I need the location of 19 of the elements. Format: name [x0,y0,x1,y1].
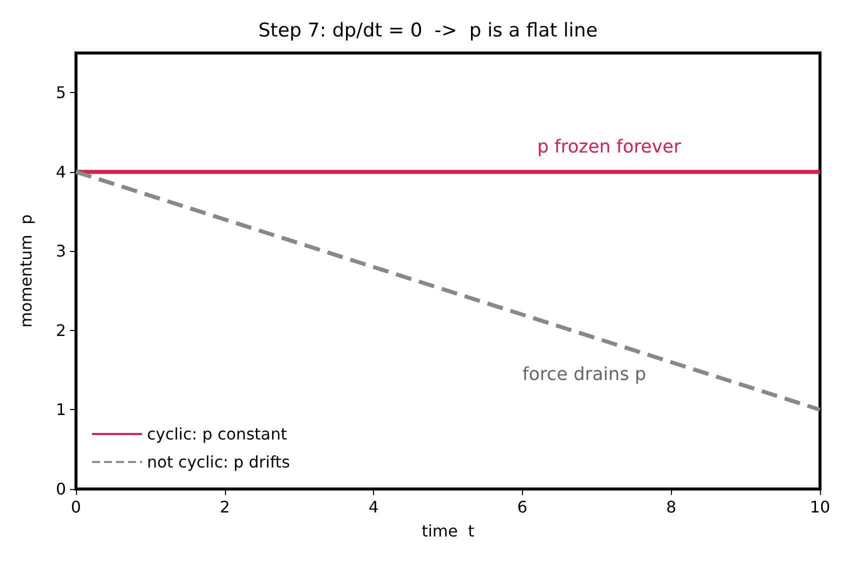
annotation: p frozen forever [537,136,682,158]
y-tick-label: 5 [56,83,66,102]
x-tick-label: 10 [810,498,830,516]
legend-label: not cyclic: p drifts [147,452,290,472]
x-tick-label: 6 [517,498,528,516]
annotation: force drains p [522,364,646,386]
y-tick-label: 2 [56,320,66,340]
y-tick-label: 0 [56,480,66,498]
y-axis-title: momentum p [16,214,36,328]
y-tick-label: 3 [56,242,66,261]
x-tick-label: 8 [666,498,676,516]
x-tick-label: 0 [70,498,82,516]
legend-label: cyclic: p constant [147,424,288,444]
y-tick-label: 4 [56,162,66,182]
x-tick-label: 4 [368,498,379,516]
x-tick-label: 2 [220,498,230,516]
x-axis-title: time t [422,522,474,540]
chart-title: Step 7: dp/dt = 0 -> p is a flat line [258,20,598,42]
y-tick-label: 1 [56,400,66,420]
